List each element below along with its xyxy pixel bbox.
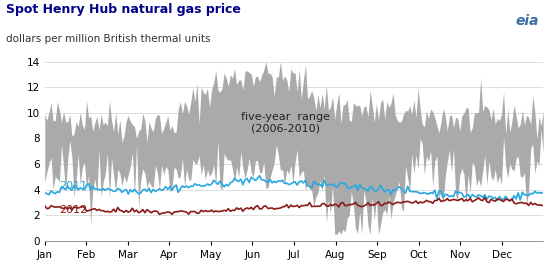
Text: five-year  range
(2006-2010): five-year range (2006-2010) bbox=[241, 112, 330, 134]
Text: Spot Henry Hub natural gas price: Spot Henry Hub natural gas price bbox=[6, 3, 240, 16]
Text: dollars per million British thermal units: dollars per million British thermal unit… bbox=[6, 34, 210, 44]
Text: 2011: 2011 bbox=[59, 181, 87, 191]
Text: eia: eia bbox=[515, 14, 539, 28]
Text: 2012: 2012 bbox=[59, 205, 87, 215]
